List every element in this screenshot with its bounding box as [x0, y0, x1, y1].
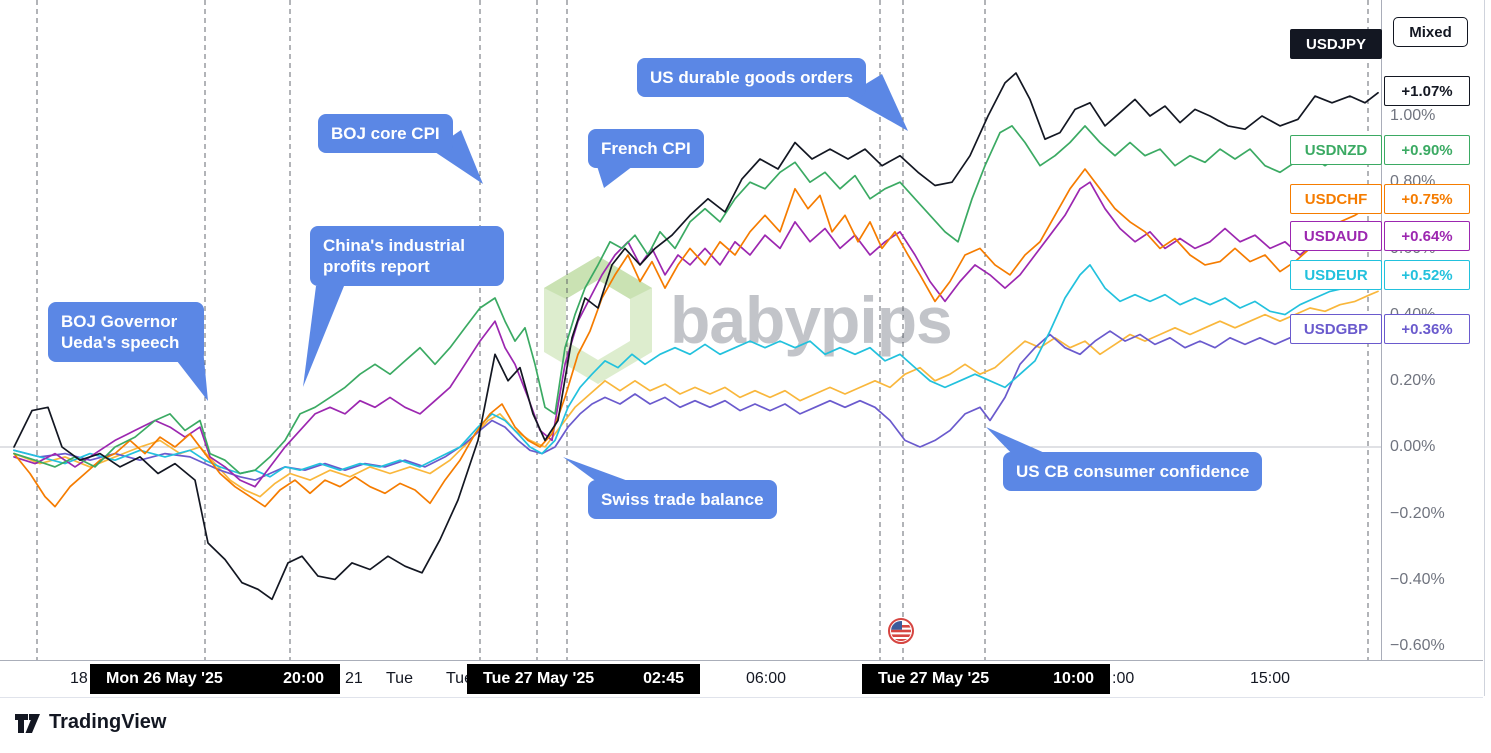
- time-label: 06:00: [746, 670, 787, 687]
- series-label-usdnzd[interactable]: USDNZD: [1290, 135, 1382, 165]
- price-tick-label: −0.40%: [1390, 571, 1445, 588]
- time-label: Tue: [446, 670, 473, 687]
- tradingview-logo-icon: [15, 714, 40, 733]
- date-marker-time: 10:00: [1053, 670, 1094, 687]
- annotation-china-industrial-profits: China's industrial profits report: [310, 226, 504, 287]
- tradingview-logo[interactable]: TradingView: [14, 710, 166, 734]
- annotation-us-cb-consumer-confidence: US CB consumer confidence: [1003, 452, 1263, 492]
- date-marker-date: Tue 27 May '25: [483, 670, 595, 687]
- series-line-usdcad: [13, 290, 1379, 498]
- tradingview-brand-text: TradingView: [49, 710, 167, 733]
- date-marker-time: 20:00: [283, 670, 324, 687]
- change-label-usdgbp: +0.36%: [1384, 314, 1470, 344]
- price-tick-label: 0.20%: [1390, 372, 1436, 389]
- series-label-usdjpy[interactable]: USDJPY: [1290, 29, 1382, 59]
- change-label-usdaud: +0.64%: [1384, 221, 1470, 251]
- date-marker-box: Mon 26 May '25 20:00: [90, 664, 340, 694]
- annotation-text: BOJ core CPI: [331, 124, 440, 143]
- change-label-usdjpy: +1.07%: [1384, 76, 1470, 106]
- annotation-text: BOJ Governor Ueda's speech: [61, 312, 180, 353]
- price-tick-label: 1.00%: [1390, 107, 1436, 124]
- annotation-tail: [303, 286, 344, 387]
- series-line-usdjpy: [13, 72, 1379, 601]
- series-line-usdgbp: [13, 326, 1379, 481]
- market-status-badge: Mixed: [1393, 17, 1468, 47]
- annotation-tail: [597, 166, 633, 188]
- annotation-text: US durable goods orders: [650, 68, 854, 87]
- annotation-text: Swiss trade balance: [601, 490, 764, 509]
- series-line-usdchf: [13, 168, 1379, 508]
- time-axis[interactable]: 18 21 Tue Tue 06:00 :00 15:00 Mon 26 May '25 20:…: [0, 660, 1483, 698]
- chart-area[interactable]: babypips BOJ Governor Ueda's speech BOJ …: [0, 0, 1381, 660]
- watermark-text: babypips: [670, 283, 953, 357]
- babypips-logo-icon: [544, 256, 652, 384]
- annotation-text: China's industrial profits report: [323, 236, 465, 277]
- annotation-tail: [563, 457, 639, 485]
- us-flag-icon: [888, 618, 914, 644]
- price-tick-label: −0.60%: [1390, 637, 1445, 654]
- price-tick-label: 0.00%: [1390, 438, 1436, 455]
- series-label-usdaud[interactable]: USDAUD: [1290, 221, 1382, 251]
- annotation-french-cpi: French CPI: [588, 129, 704, 169]
- annotation-tail: [986, 427, 1056, 458]
- date-marker-date: Mon 26 May '25: [106, 670, 223, 687]
- date-marker-box: Tue 27 May '25 02:45: [467, 664, 700, 694]
- time-label: 18: [70, 670, 88, 687]
- time-label: 15:00: [1250, 670, 1291, 687]
- change-label-usdchf: +0.75%: [1384, 184, 1470, 214]
- annotation-boj-core-cpi: BOJ core CPI: [318, 114, 453, 154]
- series-line-usdnzd: [13, 125, 1379, 475]
- footer: TradingView: [0, 697, 1491, 753]
- series-line-usdeur: [13, 264, 1379, 478]
- annotation-swiss-trade-balance: Swiss trade balance: [588, 480, 777, 520]
- annotation-text: US CB consumer confidence: [1016, 462, 1250, 481]
- babypips-watermark: babypips: [542, 254, 953, 386]
- series-label-usdgbp[interactable]: USDGBP: [1290, 314, 1382, 344]
- series-line-usdaud: [13, 181, 1379, 488]
- time-label: 21: [345, 670, 363, 687]
- date-marker-date: Tue 27 May '25: [878, 670, 990, 687]
- series-label-usdeur[interactable]: USDEUR: [1290, 260, 1382, 290]
- date-marker-time: 02:45: [643, 670, 684, 687]
- chart-canvas[interactable]: [0, 0, 1381, 660]
- change-label-usdnzd: +0.90%: [1384, 135, 1470, 165]
- price-scale[interactable]: [1381, 0, 1485, 696]
- annotation-boj-ueda-speech: BOJ Governor Ueda's speech: [48, 302, 204, 363]
- series-label-usdchf[interactable]: USDCHF: [1290, 184, 1382, 214]
- time-label: :00: [1112, 670, 1135, 687]
- annotation-text: French CPI: [601, 139, 691, 158]
- date-marker-box: Tue 27 May '25 10:00: [862, 664, 1110, 694]
- time-label: Tue: [386, 670, 413, 687]
- change-label-usdeur: +0.52%: [1384, 260, 1470, 290]
- annotation-us-durable-goods: US durable goods orders: [637, 58, 867, 98]
- price-tick-label: −0.20%: [1390, 505, 1445, 522]
